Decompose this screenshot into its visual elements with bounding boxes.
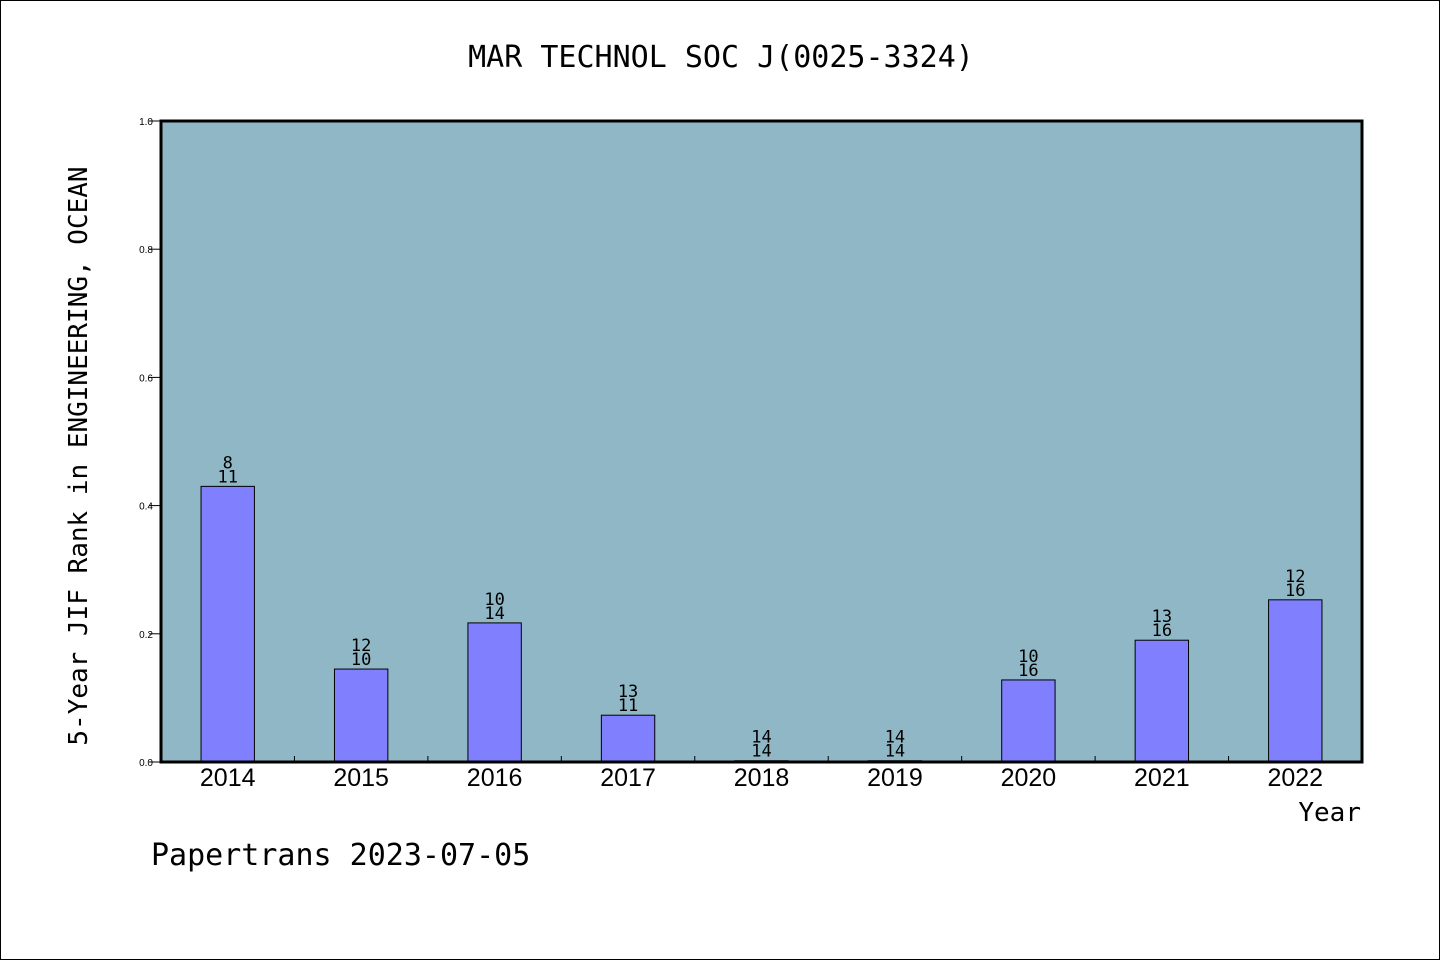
bar-rank-label: 14 <box>885 728 905 748</box>
footer-credit: Papertrans 2023-07-05 <box>151 838 530 873</box>
x-tick-label: 2017 <box>600 764 656 792</box>
y-tick-label: 1.0 <box>139 117 153 128</box>
bar-total-label: 11 <box>217 467 237 487</box>
x-tick-label: 2016 <box>467 764 523 792</box>
x-axis-labels: 2014 2015 2016 2017 2018 2019 2020 2021 2022 <box>200 764 1323 792</box>
bar-rank-label: 13 <box>618 682 638 702</box>
bar-2016 <box>467 622 522 763</box>
x-tick-label: 2018 <box>734 764 790 792</box>
bar-total-label: 14 <box>751 742 771 762</box>
bar-rank-label: 12 <box>1285 567 1305 587</box>
bar-rank-label: 12 <box>351 636 371 656</box>
bar-rank-label: 10 <box>1018 647 1038 667</box>
bar-2021 <box>1134 639 1190 763</box>
y-tick-label: 0.2 <box>139 630 153 641</box>
y-axis-title: 5-Year JIF Rank in ENGINEERING, OCEAN <box>64 166 94 745</box>
bar-total-label: 16 <box>1285 581 1305 601</box>
y-tick-label: 0.0 <box>139 758 153 769</box>
bar-2022 <box>1268 599 1323 763</box>
y-tick-label: 0.6 <box>139 373 153 384</box>
x-tick-label: 2019 <box>867 764 923 792</box>
y-tick-label: 0.4 <box>139 502 153 513</box>
x-tick-label: 2021 <box>1134 764 1190 792</box>
bar-rank-label: 13 <box>1152 607 1172 627</box>
bar-2017 <box>600 714 656 763</box>
bar-total-label: 16 <box>1152 621 1172 641</box>
bar-total-label: 11 <box>618 696 638 716</box>
bar-total-label: 16 <box>1018 661 1038 681</box>
x-tick-label: 2020 <box>1001 764 1057 792</box>
y-tick-label: 0.8 <box>139 245 153 256</box>
bar-2014 <box>200 485 255 763</box>
chart-title: MAR TECHNOL SOC J(0025-3324) <box>468 40 974 75</box>
x-tick-label: 2014 <box>200 764 256 792</box>
y-axis-ticks: 0.0 0.2 0.4 0.6 0.8 1.0 <box>139 117 161 769</box>
bar-2015 <box>333 668 389 763</box>
x-tick-label: 2015 <box>333 764 389 792</box>
bar-rank-label: 10 <box>484 590 504 610</box>
x-axis-title: Year <box>1298 798 1361 828</box>
x-tick-label: 2022 <box>1267 764 1323 792</box>
bar-rank-label: 8 <box>223 453 233 473</box>
bar-2020 <box>1001 679 1056 763</box>
bar-total-label: 14 <box>885 742 905 762</box>
bar-series <box>200 485 1323 763</box>
bar-total-label: 10 <box>351 650 371 670</box>
plot-border <box>159 119 1364 764</box>
bar-rank-label: 14 <box>751 728 771 748</box>
bar-total-label: 14 <box>484 604 504 624</box>
